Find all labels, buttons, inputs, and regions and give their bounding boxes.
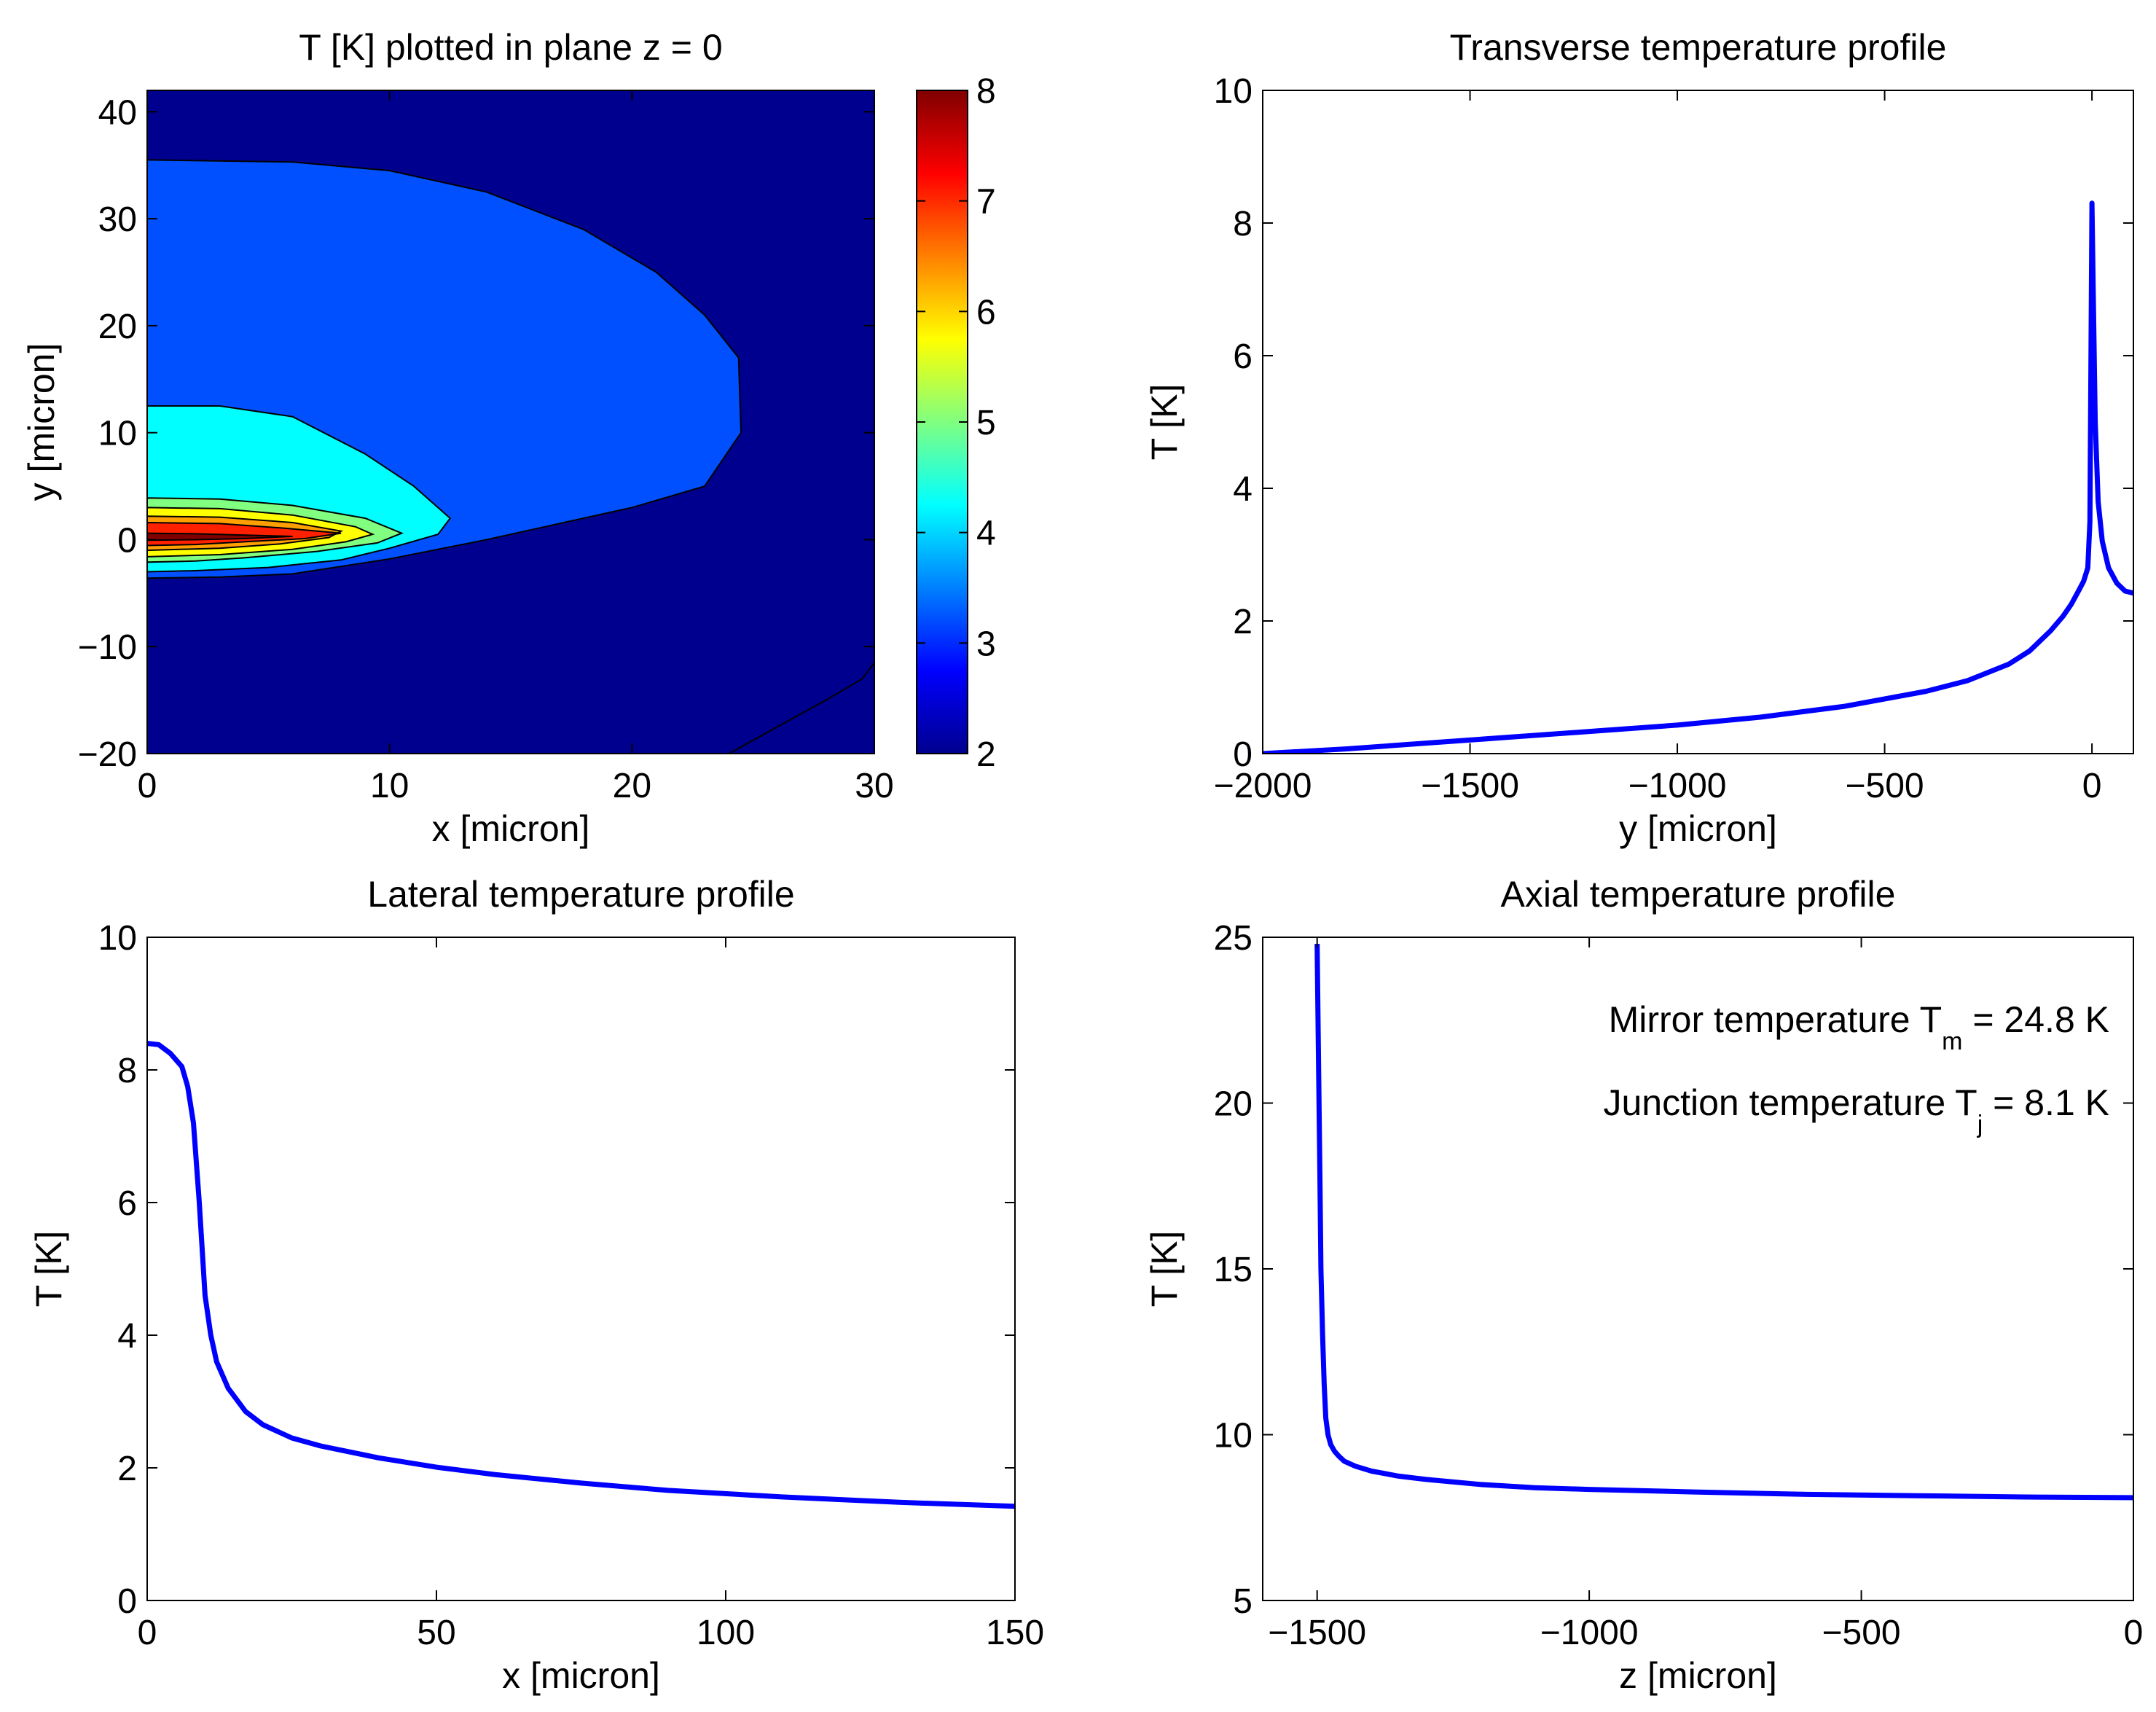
- chart-title: Axial temperature profile: [1501, 874, 1896, 915]
- annotation-value: = 24.8 K: [1962, 999, 2109, 1040]
- x-tick-label: 0: [138, 1614, 157, 1652]
- x-tick-label: −1500: [1421, 767, 1519, 805]
- colorbar-tick-label: 5: [976, 404, 996, 442]
- chart-title: Transverse temperature profile: [1450, 27, 1947, 68]
- x-tick-label: 20: [613, 767, 651, 805]
- y-tick-label: 6: [1233, 337, 1253, 376]
- plot-frame: [1262, 90, 2134, 754]
- junction-temperature-annotation: Junction temperature Tj = 8.1 K: [1603, 1082, 2109, 1138]
- x-tick-label: −500: [1846, 767, 1924, 805]
- y-axis-label: T [K]: [1144, 1231, 1185, 1308]
- x-axis-label: z [micron]: [1619, 1655, 1777, 1696]
- y-tick-label: −10: [78, 628, 137, 667]
- y-tick-label: 10: [1214, 1417, 1253, 1455]
- lateral-profile-panel: 0 50 100 150 0 2 4 6 8 10 Lateral temperature prof…: [28, 874, 1044, 1696]
- x-tick-label: −500: [1822, 1614, 1901, 1652]
- y-tick-label: 2: [1233, 603, 1253, 641]
- x-tick-label: −1000: [1628, 767, 1727, 805]
- colorbar-tick-label: 4: [976, 515, 996, 553]
- y-tick-label: 0: [117, 1582, 137, 1621]
- colorbar-tick-label: 7: [976, 183, 996, 222]
- contour-panel: 0 10 20 30 −20 −10 0 10 20 30 40 T [K] plotted in p…: [21, 27, 996, 849]
- colorbar-tick-label: 3: [976, 625, 996, 663]
- x-tick-label: 0: [138, 767, 157, 805]
- x-axis-label: y [micron]: [1619, 808, 1777, 849]
- y-tick-label: 40: [98, 93, 137, 132]
- colorbar-tick-label: 2: [976, 735, 996, 774]
- y-axis-label: T [K]: [28, 1231, 69, 1308]
- y-tick-label: 25: [1214, 919, 1253, 958]
- series-line: [147, 1041, 1015, 1509]
- plot-frame: [146, 937, 1016, 1601]
- y-axis-label: T [K]: [1144, 384, 1185, 461]
- x-tick-label: −1500: [1268, 1614, 1366, 1652]
- annotation-main: Mirror temperature T: [1609, 999, 1943, 1040]
- annotation-value: = 8.1 K: [1983, 1082, 2109, 1123]
- plot-frame: [1262, 937, 2134, 1601]
- contour-line-lower: [728, 662, 875, 754]
- chart-title: Lateral temperature profile: [367, 874, 794, 915]
- y-tick-label: 2: [117, 1450, 137, 1488]
- y-tick-label: 0: [117, 521, 137, 560]
- x-tick-label: 50: [417, 1614, 455, 1652]
- x-tick-label: 0: [2124, 1614, 2144, 1652]
- y-tick-label: 0: [1233, 735, 1253, 774]
- y-tick-label: 6: [117, 1184, 137, 1223]
- y-tick-label: 20: [1214, 1085, 1253, 1124]
- x-tick-label: 150: [986, 1614, 1044, 1652]
- colorbar-tick-label: 8: [976, 72, 996, 111]
- y-tick-label: 20: [98, 308, 137, 346]
- annotation-subscript: j: [1977, 1111, 1983, 1138]
- y-tick-label: 10: [98, 919, 137, 958]
- annotation-main: Junction temperature T: [1603, 1082, 1977, 1123]
- x-tick-label: −2000: [1214, 767, 1312, 805]
- x-tick-label: 100: [697, 1614, 755, 1652]
- y-tick-label: 8: [1233, 205, 1253, 243]
- y-tick-label: 30: [98, 200, 137, 239]
- x-tick-label: 0: [2082, 767, 2102, 805]
- colorbar-tick-label: 6: [976, 293, 996, 332]
- x-axis-label: x [micron]: [432, 808, 590, 849]
- y-tick-label: 10: [98, 415, 137, 453]
- mirror-temperature-annotation: Mirror temperature Tm = 24.8 K: [1609, 999, 2109, 1055]
- x-tick-label: 30: [855, 767, 893, 805]
- series-line: [1263, 200, 2133, 754]
- series-line: [1314, 944, 2133, 1501]
- axial-profile-panel: −1500 −1000 −500 0 5 10 15 20 25 Axial temperatur…: [1144, 874, 2143, 1696]
- plot-frame: [146, 90, 875, 754]
- y-tick-label: 4: [1233, 470, 1253, 509]
- y-tick-label: 15: [1214, 1251, 1253, 1289]
- chart-title: T [K] plotted in plane z = 0: [299, 27, 722, 68]
- annotation-subscript: m: [1942, 1028, 1962, 1055]
- x-tick-label: 10: [370, 767, 409, 805]
- y-axis-label: y [micron]: [21, 343, 62, 501]
- y-tick-label: 5: [1233, 1582, 1253, 1621]
- y-tick-label: 4: [117, 1317, 137, 1356]
- x-axis-label: x [micron]: [502, 1655, 660, 1696]
- x-tick-label: −1000: [1540, 1614, 1639, 1652]
- transverse-profile-panel: −2000 −1500 −1000 −500 0 0 2 4 6 8 10 Transverse te…: [1144, 27, 2134, 849]
- y-tick-label: 8: [117, 1052, 137, 1090]
- y-tick-label: −20: [78, 735, 137, 774]
- y-tick-label: 10: [1214, 72, 1253, 111]
